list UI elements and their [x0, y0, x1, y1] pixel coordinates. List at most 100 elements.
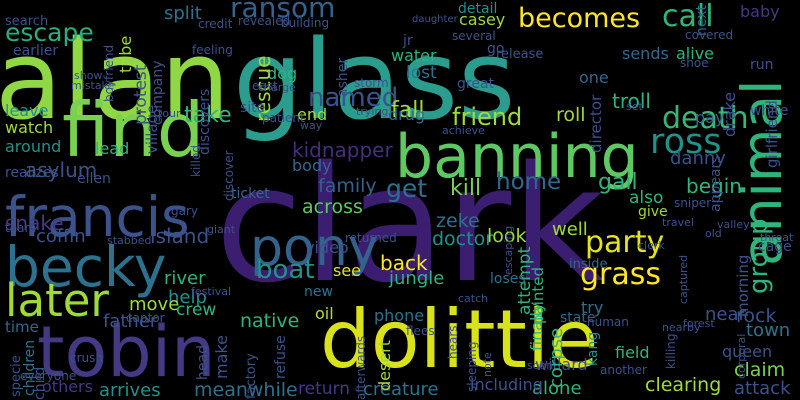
- cloud-word-human: human: [587, 315, 629, 329]
- cloud-word-get: get: [386, 174, 428, 203]
- cloud-word-island: island: [150, 224, 210, 248]
- cloud-word-afterwards: afterwards: [354, 335, 368, 400]
- cloud-word-clerk: clerk: [638, 239, 665, 252]
- cloud-word-captor: captor: [126, 311, 165, 325]
- cloud-word-daughter: daughter: [412, 14, 458, 25]
- cloud-word-call: call: [662, 0, 714, 34]
- cloud-word-rock: rock: [736, 305, 777, 327]
- cloud-word-escape: escape: [5, 18, 94, 47]
- cloud-word-storm: storm: [354, 76, 389, 90]
- cloud-word-field: field: [615, 343, 650, 362]
- cloud-word-party: party: [585, 225, 665, 260]
- cloud-word-time: time: [5, 318, 39, 336]
- cloud-word-catch: catch: [458, 292, 489, 305]
- cloud-word-director: director: [587, 94, 605, 153]
- cloud-word-end: end: [297, 105, 328, 124]
- cloud-word-revealed: revealed: [238, 14, 291, 28]
- cloud-word-one: one: [579, 68, 609, 87]
- cloud-word-back: back: [380, 251, 428, 275]
- cloud-word-roll: roll: [556, 104, 586, 126]
- cloud-word-gail: gail: [598, 170, 638, 195]
- cloud-word-inside: inside: [569, 257, 608, 272]
- cloud-word-zeke: zeke: [436, 210, 480, 232]
- cloud-word-corpse: corpse: [546, 327, 567, 388]
- cloud-word-festival: festival: [191, 285, 232, 298]
- cloud-word-alive: alive: [676, 44, 715, 63]
- cloud-word-snake: snake: [5, 211, 64, 235]
- cloud-word-morning: morning: [734, 254, 752, 317]
- cloud-word-boyfriend: boyfriend: [102, 44, 116, 102]
- cloud-word-francis: francis: [5, 185, 190, 249]
- cloud-word-forest: forest: [683, 317, 715, 330]
- cloud-word-new: new: [304, 284, 333, 300]
- cloud-word-mistake: mistake: [71, 79, 115, 92]
- cloud-word-including: including: [470, 375, 543, 394]
- cloud-word-show: show: [74, 69, 103, 82]
- cloud-word-becky: becky: [5, 235, 167, 299]
- cloud-word-east: east: [252, 79, 278, 93]
- cloud-word-discover: discover: [222, 150, 236, 201]
- cloud-word-building: building: [281, 16, 330, 30]
- cloud-word-father: father: [103, 311, 158, 332]
- cloud-word-troll: troll: [612, 89, 651, 113]
- cloud-word-home: home: [496, 169, 562, 195]
- cloud-word-arrives: arrives: [99, 380, 161, 400]
- cloud-word-phone: phone: [374, 306, 425, 325]
- cloud-word-jr: jr: [403, 33, 413, 49]
- cloud-word-release: release: [496, 47, 544, 62]
- cloud-word-credit: credit: [198, 17, 233, 31]
- cloud-word-sniper: sniper: [674, 196, 712, 210]
- cloud-word-dolittle: dolittle: [320, 293, 599, 386]
- cloud-word-state: state: [560, 310, 596, 326]
- cloud-word-lost: lost: [406, 63, 437, 83]
- cloud-word-ticket: ticket: [231, 186, 270, 202]
- cloud-word-others: others: [42, 377, 93, 396]
- cloud-word-sends: sends: [622, 44, 669, 63]
- cloud-word-make: make: [212, 335, 231, 379]
- cloud-word-ross: ross: [650, 122, 722, 162]
- cloud-word-asylum: asylum: [25, 158, 98, 182]
- cloud-word-move: move: [129, 294, 180, 315]
- cloud-word-split: split: [164, 3, 202, 24]
- cloud-word-hears: hears: [446, 325, 460, 359]
- cloud-word-pay: pay: [695, 108, 725, 127]
- cloud-word-doctor: doctor: [432, 228, 494, 250]
- cloud-word-death: death: [662, 101, 749, 136]
- cloud-word-boat: boat: [256, 255, 315, 285]
- cloud-word-site: site: [240, 100, 266, 116]
- cloud-word-tobin: tobin: [37, 311, 216, 393]
- cloud-word-achieve: achieve: [442, 124, 485, 137]
- cloud-word-team: team: [5, 221, 37, 235]
- cloud-word-ransom: ransom: [230, 0, 336, 24]
- cloud-word-well: well: [552, 219, 588, 240]
- cloud-word-alan: alan: [0, 16, 231, 144]
- cloud-word-return: return: [298, 379, 350, 399]
- cloud-word-returned: returned: [345, 231, 397, 245]
- cloud-word-fall: fall: [391, 98, 425, 123]
- cloud-word-valley: valley: [717, 218, 750, 231]
- cloud-word-kidnapper: kidnapper: [292, 138, 393, 162]
- cloud-word-begin: begin: [686, 174, 742, 198]
- cloud-word-stabbed: stabbed: [107, 234, 152, 247]
- cloud-word-cage: cage: [758, 239, 792, 255]
- cloud-word-killing: killing: [664, 333, 678, 369]
- cloud-word-sleeping: sleeping: [465, 341, 479, 392]
- cloud-word-finally: finally: [527, 302, 546, 351]
- cloud-word-great: great: [457, 76, 495, 92]
- cloud-word-earlier: earlier: [13, 43, 59, 59]
- cloud-word-detail: detail: [458, 1, 498, 17]
- cloud-word-go: go: [487, 41, 505, 57]
- cloud-word-escaping: escaping: [502, 225, 515, 275]
- cloud-word-head: head: [195, 345, 211, 380]
- cloud-word-kill: kill: [450, 176, 482, 201]
- cloud-word-trying: trying: [356, 105, 389, 118]
- cloud-word-captured: captured: [677, 254, 690, 304]
- cloud-word-grass: grass: [580, 257, 662, 292]
- cloud-word-drake: drake: [720, 91, 739, 137]
- cloud-word-across: across: [302, 196, 363, 218]
- cloud-word-flees: flees: [406, 324, 435, 338]
- cloud-word-tour: tour: [158, 107, 181, 120]
- cloud-word-covered: covered: [685, 28, 734, 42]
- cloud-word-near: near: [705, 304, 746, 325]
